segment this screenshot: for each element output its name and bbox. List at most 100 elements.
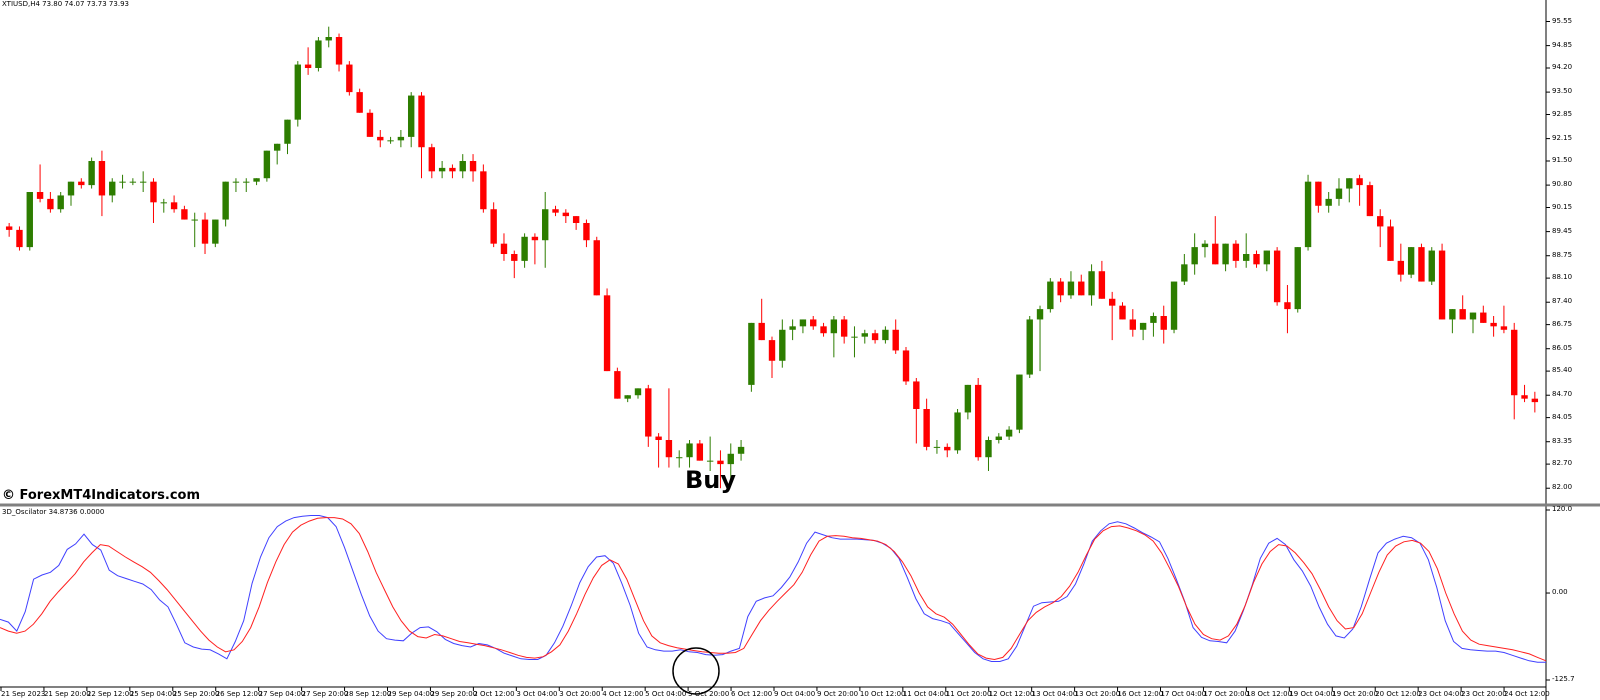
bear-candle <box>428 147 436 172</box>
bear-candle <box>16 229 23 248</box>
bear-candle <box>758 322 765 341</box>
time-tick-label: 9 Oct 20:00 <box>816 690 859 698</box>
bull-candle <box>1170 281 1178 330</box>
bear-candle <box>923 409 930 447</box>
price-tick-label: 83.35 <box>1552 436 1573 445</box>
bull-candle <box>407 95 415 137</box>
bull-candle <box>88 161 95 186</box>
time-tick-label: 10 Oct 12:00 <box>859 690 906 698</box>
bear-candle <box>614 371 621 399</box>
bull-candle <box>315 40 322 68</box>
bull-candle <box>232 181 240 183</box>
price-tick-label: 93.50 <box>1552 87 1573 96</box>
time-tick-label: 25 Sep 04:00 <box>129 690 177 698</box>
bear-candle <box>366 112 374 137</box>
symbol-info: XTIUSD,H4 73.80 74.07 73.73 73.93 <box>2 0 129 8</box>
price-tick-label: 91.50 <box>1552 156 1573 164</box>
bull-candle <box>160 202 167 204</box>
time-tick-label: 4 Oct 12:00 <box>602 690 644 698</box>
bear-candle <box>944 446 951 451</box>
bear-candle <box>1253 254 1260 265</box>
price-tick-label: 90.15 <box>1552 202 1573 211</box>
bear-candle <box>356 92 363 113</box>
bull-candle <box>222 181 229 220</box>
bull-candle <box>542 209 549 241</box>
bear-candle <box>1284 302 1291 310</box>
watermark: © ForexMT4Indicators.com <box>2 488 201 503</box>
osc-slow-line <box>0 517 1547 662</box>
bull-candle <box>634 388 642 396</box>
bear-candle <box>1315 181 1322 206</box>
bear-candle <box>655 436 662 440</box>
bear-candle <box>820 326 827 334</box>
bull-candle <box>748 322 755 385</box>
bull-candle <box>67 181 75 196</box>
bull-candle <box>1088 271 1095 296</box>
bear-candle <box>696 443 704 461</box>
bull-candle <box>253 178 260 182</box>
bull-candle <box>830 319 838 334</box>
bear-candle <box>480 171 487 210</box>
time-tick-label: 5 Oct 20:00 <box>688 690 730 698</box>
price-tick-label: 88.75 <box>1552 250 1573 259</box>
bull-candle <box>727 453 734 465</box>
buy-signal-label: Buy <box>685 466 737 494</box>
bear-candle <box>511 254 518 261</box>
bull-candle <box>1067 281 1075 296</box>
bull-candle <box>933 446 941 448</box>
bull-candle <box>212 219 219 244</box>
bear-candle <box>1387 226 1394 261</box>
bull-candle <box>119 181 126 183</box>
bull-candle <box>459 161 466 172</box>
time-tick-label: 5 Oct 04:00 <box>645 690 687 698</box>
time-tick-label: 16 Oct 12:00 <box>1117 690 1164 698</box>
bull-candle <box>397 136 405 141</box>
bull-candle <box>1047 281 1054 310</box>
bear-candle <box>500 243 508 254</box>
bear-candle <box>490 209 497 244</box>
bear-candle <box>377 136 384 141</box>
bull-candle <box>26 192 33 248</box>
time-tick-label: 17 Oct 20:00 <box>1203 690 1250 698</box>
time-tick-label: 29 Sep 20:00 <box>430 690 478 698</box>
bull-candle <box>861 333 868 337</box>
bull-candle <box>1449 309 1456 320</box>
time-tick-label: 9 Oct 04:00 <box>774 690 816 698</box>
bear-candle <box>1511 329 1518 396</box>
bull-candle <box>624 395 631 399</box>
bear-candle <box>1129 319 1137 330</box>
bear-candle <box>1480 312 1487 323</box>
bull-candle <box>995 436 1002 440</box>
bear-candle <box>562 212 570 217</box>
time-tick-label: 21 Sep 20:00 <box>43 690 91 698</box>
osc-tick-label: 120.0 <box>1552 505 1573 513</box>
price-tick-label: 86.05 <box>1552 343 1573 352</box>
time-tick-label: 6 Oct 12:00 <box>731 690 773 698</box>
price-tick-label: 94.85 <box>1552 40 1573 49</box>
bear-candle <box>892 329 899 351</box>
price-tick-label: 84.05 <box>1552 412 1573 421</box>
bear-candle <box>346 64 353 93</box>
bull-candle <box>1346 178 1353 189</box>
bear-candle <box>902 350 910 382</box>
time-tick-label: 28 Sep 12:00 <box>344 690 392 698</box>
time-tick-label: 12 Oct 12:00 <box>988 690 1035 698</box>
bull-candle <box>799 319 807 327</box>
bull-candle <box>964 384 972 413</box>
bull-candle <box>387 140 394 142</box>
bear-candle <box>181 209 188 220</box>
time-tick-label: 18 Oct 12:00 <box>1246 690 1293 698</box>
bull-candle <box>438 167 446 172</box>
bear-candle <box>1531 398 1539 403</box>
bear-candle <box>1490 322 1497 327</box>
bull-candle <box>273 143 281 151</box>
bull-candle <box>1294 247 1301 310</box>
bull-candle <box>263 150 271 179</box>
time-tick-label: 20 Oct 12:00 <box>1375 690 1421 698</box>
bear-candle <box>768 340 776 361</box>
time-tick-label: 25 Sep 20:00 <box>172 690 220 698</box>
time-tick-label: 21 Sep 2023 <box>1 690 46 698</box>
bear-candle <box>201 219 209 244</box>
bull-candle <box>1005 429 1013 437</box>
